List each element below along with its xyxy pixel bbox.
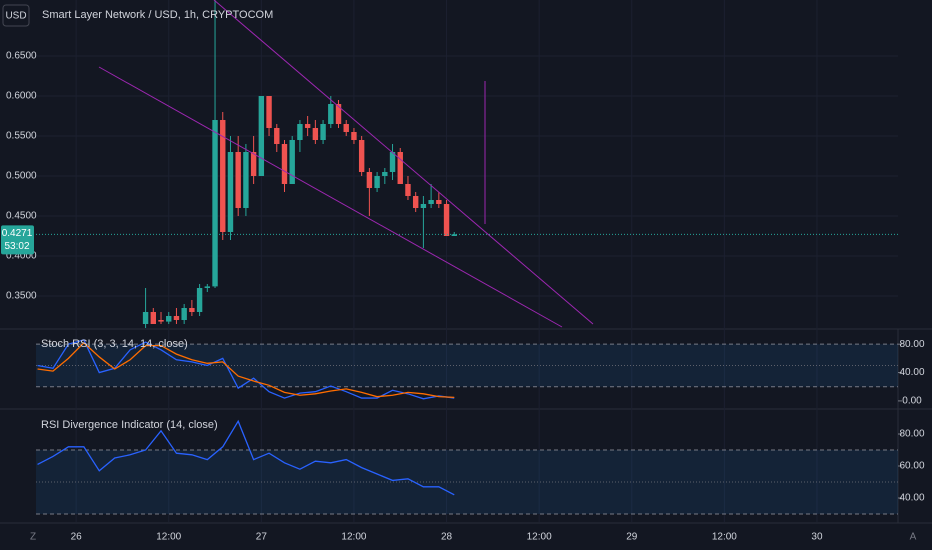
y-tick-label: 0.3500 — [6, 291, 37, 302]
candle-body — [366, 172, 373, 188]
candle-body — [420, 204, 427, 208]
currency-button[interactable] — [2, 4, 30, 27]
corner-button[interactable]: Z — [30, 532, 36, 543]
candle-body — [212, 120, 218, 287]
candle-body — [297, 124, 303, 140]
x-tick-label: 30 — [811, 532, 823, 543]
candle-body — [150, 312, 157, 324]
candle-body — [166, 316, 172, 322]
candle-body — [451, 234, 457, 236]
candle-body — [250, 152, 257, 176]
y-tick-label: 40.00 — [899, 493, 924, 504]
candle-body — [281, 144, 288, 184]
candle-body — [412, 196, 419, 208]
currency[interactable]: USD — [5, 11, 26, 22]
y-tick-label: 80.00 — [899, 339, 924, 350]
candle-body — [235, 152, 241, 208]
plot — [36, 0, 902, 522]
candle-body — [312, 128, 319, 140]
candle-body — [382, 172, 388, 176]
trend-line — [213, 0, 594, 325]
candle-body — [258, 96, 265, 176]
candle-body — [443, 204, 450, 236]
y-tick-label: 40.00 — [899, 367, 924, 378]
candle-body — [266, 96, 272, 128]
x-tick-label: 27 — [256, 532, 268, 543]
band-fill — [36, 450, 898, 514]
price-label-box — [1, 225, 34, 255]
y-tick-label: 0.4500 — [6, 211, 37, 222]
last-price-label: 0.4271 — [2, 228, 33, 239]
candle-body — [389, 152, 396, 172]
x-tick-label: 26 — [71, 532, 83, 543]
x-tick-label: 12:00 — [156, 532, 181, 543]
candle-body — [405, 184, 411, 196]
indicator-title: Stoch RSI (3, 3, 14, 14, close) — [41, 338, 188, 350]
indicator-title: RSI Divergence Indicator (14, close) — [41, 419, 218, 431]
candle-body — [227, 152, 234, 232]
candle-body — [204, 286, 211, 288]
y-tick-label: 0.00 — [902, 396, 922, 407]
candle-body — [328, 104, 334, 124]
x-tick-label: 12:00 — [341, 532, 366, 543]
candle-body — [335, 104, 342, 124]
candle-body — [428, 200, 434, 204]
candle-body — [196, 288, 203, 312]
candle-body — [304, 124, 311, 128]
candle-body — [220, 120, 226, 232]
y-tick-label: 60.00 — [899, 461, 924, 472]
candle-body — [274, 128, 280, 144]
series-line — [37, 341, 455, 399]
y-tick-label: 0.6000 — [6, 91, 37, 102]
candle-body — [397, 152, 403, 184]
candle-body — [173, 316, 180, 320]
y-tick-label: 80.00 — [899, 429, 924, 440]
x-tick-label: 12:00 — [712, 532, 737, 543]
candle-body — [243, 152, 249, 208]
series-line — [37, 419, 455, 496]
series-line — [37, 339, 455, 400]
candle-body — [181, 308, 187, 320]
band-fill — [36, 344, 898, 387]
candle-body — [358, 140, 365, 172]
x-tick-label: 12:00 — [527, 532, 552, 543]
candle-body — [343, 124, 349, 132]
candle-body — [351, 132, 357, 140]
candle-body — [320, 124, 326, 140]
candle-body — [189, 308, 195, 312]
candle-body — [289, 140, 295, 184]
y-tick-label: 0.5000 — [6, 171, 37, 182]
y-tick-label: 0.5500 — [6, 131, 37, 142]
y-tick-label: 0.4000 — [6, 251, 37, 262]
chart-title: Smart Layer Network / USD, 1h, CRYPTOCOM — [42, 9, 273, 21]
corner-button[interactable]: A — [910, 532, 917, 543]
y-tick-label: 0.6500 — [6, 51, 37, 62]
candle-body — [142, 312, 149, 324]
candle-body — [158, 320, 164, 322]
x-tick-label: 28 — [441, 532, 453, 543]
candle-body — [436, 200, 442, 204]
x-tick-label: 29 — [626, 532, 638, 543]
trend-line — [98, 66, 563, 328]
candle-body — [374, 176, 380, 188]
countdown: 53:02 — [4, 241, 29, 252]
